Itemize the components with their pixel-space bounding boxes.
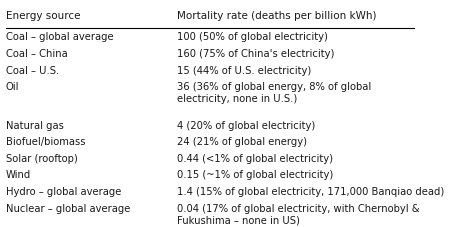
Text: 160 (75% of China's electricity): 160 (75% of China's electricity): [176, 49, 334, 59]
Text: 0.04 (17% of global electricity, with Chernobyl &
Fukushima – none in US): 0.04 (17% of global electricity, with Ch…: [176, 204, 419, 225]
Text: 0.15 (~1% of global electricity): 0.15 (~1% of global electricity): [176, 170, 333, 180]
Text: Hydro – global average: Hydro – global average: [6, 187, 121, 197]
Text: Energy source: Energy source: [6, 11, 80, 21]
Text: 15 (44% of U.S. electricity): 15 (44% of U.S. electricity): [176, 66, 311, 76]
Text: 100 (50% of global electricity): 100 (50% of global electricity): [176, 32, 328, 42]
Text: Coal – U.S.: Coal – U.S.: [6, 66, 59, 76]
Text: Nuclear – global average: Nuclear – global average: [6, 204, 130, 214]
Text: Coal – China: Coal – China: [6, 49, 67, 59]
Text: Mortality rate (deaths per billion kWh): Mortality rate (deaths per billion kWh): [176, 11, 376, 21]
Text: 24 (21% of global energy): 24 (21% of global energy): [176, 137, 307, 147]
Text: Wind: Wind: [6, 170, 31, 180]
Text: Biofuel/biomass: Biofuel/biomass: [6, 137, 85, 147]
Text: 1.4 (15% of global electricity, 171,000 Banqiao dead): 1.4 (15% of global electricity, 171,000 …: [176, 187, 444, 197]
Text: Natural gas: Natural gas: [6, 121, 64, 131]
Text: Oil: Oil: [6, 82, 19, 92]
Text: 0.44 (<1% of global electricity): 0.44 (<1% of global electricity): [176, 154, 333, 164]
Text: Solar (rooftop): Solar (rooftop): [6, 154, 77, 164]
Text: 4 (20% of global electricity): 4 (20% of global electricity): [176, 121, 315, 131]
Text: 36 (36% of global energy, 8% of global
electricity, none in U.S.): 36 (36% of global energy, 8% of global e…: [176, 82, 371, 104]
Text: Coal – global average: Coal – global average: [6, 32, 113, 42]
